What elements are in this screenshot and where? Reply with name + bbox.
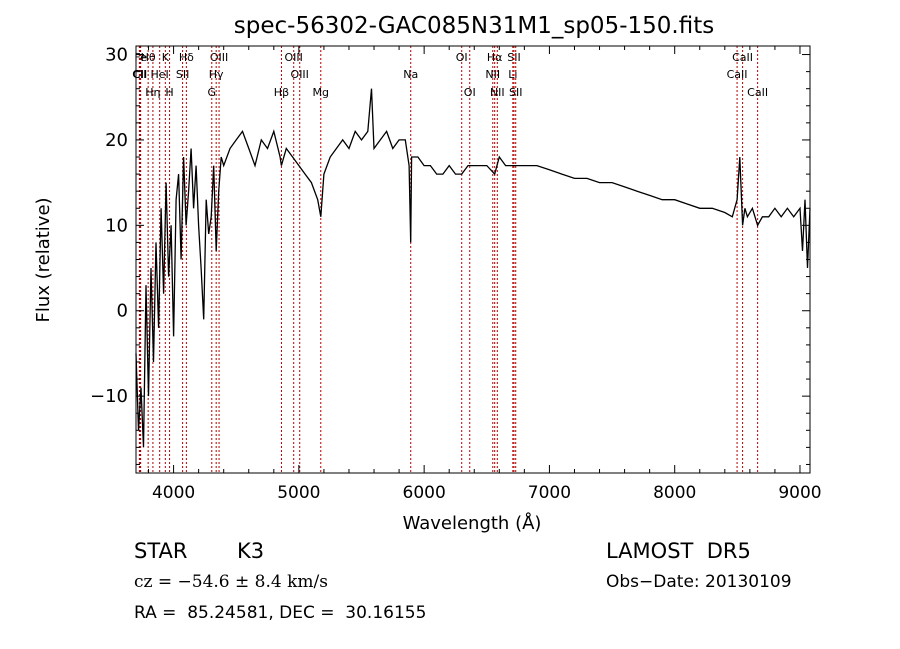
- line-marker-label: G: [208, 86, 217, 99]
- line-marker-label: Li: [508, 68, 517, 81]
- line-marker-label: OIII: [285, 51, 303, 64]
- x-tick-label: 7000: [528, 483, 571, 503]
- object-class: STAR: [134, 539, 188, 563]
- line-marker-label: NII: [490, 86, 505, 99]
- x-axis-label: Wavelength (Å): [403, 512, 542, 534]
- x-axis: 4000 5000 6000 7000 8000 9000: [148, 46, 822, 503]
- line-marker-label: SII: [176, 68, 189, 81]
- line-marker-label: OI: [464, 86, 476, 99]
- line-marker-label: OIII: [291, 68, 309, 81]
- y-axis-label: Flux (relative): [33, 197, 54, 322]
- line-marker-label: Hθ: [141, 51, 156, 64]
- line-marker-label: OIII: [210, 51, 228, 64]
- x-tick-label: 5000: [277, 483, 320, 503]
- spectral-subclass: K3: [237, 539, 265, 563]
- y-axis: −10 0 10 20 30: [90, 45, 810, 465]
- chart-title: spec-56302-GAC085N31M1_sp05-150.fits: [234, 13, 714, 39]
- line-marker-label: NII: [485, 68, 500, 81]
- observation-date: Obs−Date: 20130109: [606, 572, 792, 592]
- line-marker-label: SII: [509, 86, 522, 99]
- line-marker-label: CaII: [727, 68, 748, 81]
- line-marker-label: Hβ: [274, 86, 289, 99]
- y-tick-label: 0: [117, 301, 128, 322]
- line-marker-label: Hδ: [179, 51, 194, 64]
- line-marker-label: K: [162, 51, 170, 64]
- x-tick-label: 9000: [778, 483, 821, 503]
- coordinates: RA = 85.24581, DEC = 30.16155: [134, 603, 427, 623]
- line-marker-label: HeI: [151, 68, 169, 81]
- line-marker-label: Hγ: [209, 68, 224, 81]
- plot-frame: [135, 45, 811, 474]
- line-marker-label: CII: [133, 68, 147, 81]
- x-tick-label: 6000: [403, 483, 446, 503]
- y-tick-label: 30: [105, 45, 128, 66]
- survey-name: LAMOST DR5: [606, 539, 751, 563]
- line-marker-label: SII: [507, 51, 520, 64]
- y-tick-label: 10: [105, 215, 128, 236]
- line-marker-label: Na: [403, 68, 418, 81]
- line-marker-label: Hη: [145, 86, 160, 99]
- line-marker-label: H: [165, 86, 173, 99]
- line-marker-label: CaII: [747, 86, 768, 99]
- y-tick-label: −10: [90, 386, 128, 407]
- radial-velocity: cz = −54.6 ± 8.4 km/s: [134, 572, 328, 592]
- y-tick-label: 20: [105, 130, 128, 151]
- line-marker-label: CaII: [732, 51, 753, 64]
- line-marker-label: OI: [456, 51, 468, 64]
- line-marker-label: Hα: [487, 51, 503, 64]
- x-tick-label: 8000: [653, 483, 696, 503]
- line-marker-label: Mg: [313, 86, 329, 99]
- x-tick-label: 4000: [152, 483, 195, 503]
- spectrum-line: [135, 88, 811, 448]
